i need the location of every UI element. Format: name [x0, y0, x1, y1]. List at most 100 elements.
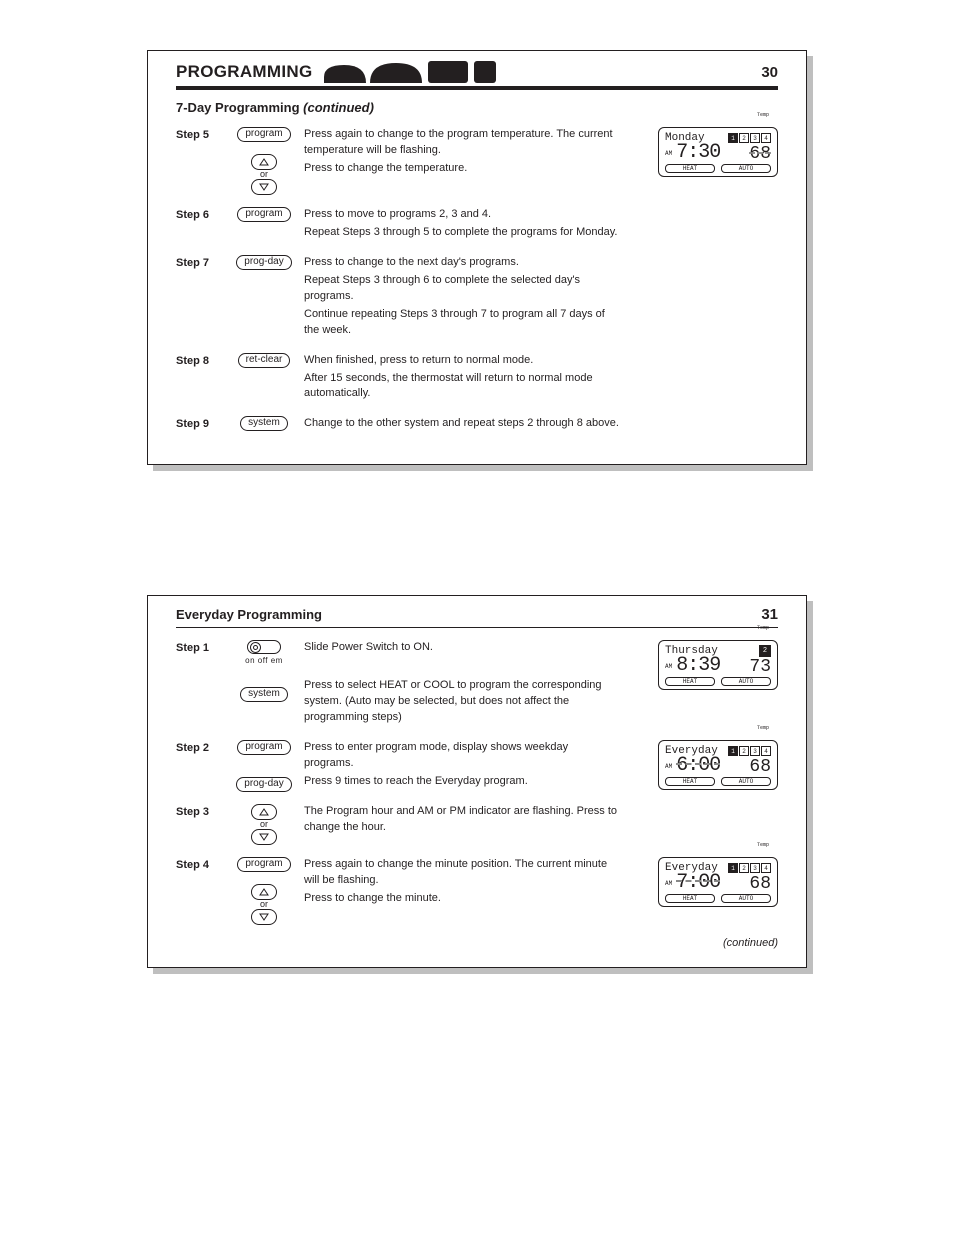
header-underline	[176, 86, 778, 90]
step-label: Step 2	[176, 740, 224, 754]
temp-label: Temp	[757, 625, 769, 631]
program-button[interactable]: program	[237, 207, 290, 222]
up-arrow-button[interactable]	[251, 804, 277, 820]
step-description: Press again to change to the program tem…	[304, 127, 628, 179]
continued-label: (continued)	[303, 100, 374, 115]
up-arrow-button[interactable]	[251, 154, 277, 170]
ret-clear-button[interactable]: ret-clear	[238, 353, 291, 368]
step-description: Press again to change the minute positio…	[304, 857, 628, 909]
program-indicator: 1234	[728, 746, 771, 756]
lcd-system: HEAT	[665, 777, 715, 786]
step-label: Step 4	[176, 857, 224, 871]
down-arrow-button[interactable]	[251, 909, 277, 925]
lcd-fan: AUTO	[721, 777, 771, 786]
step-description: Press to enter program mode, display sho…	[304, 740, 628, 792]
step-label: Step 8	[176, 353, 224, 367]
thermostat-display: Everyday 1234 Temp AM 6:00 68 HEAT AUTO	[658, 740, 778, 790]
subsection-title: 7-Day Programming (continued)	[176, 100, 778, 115]
card-header: PROGRAMMING 30	[176, 61, 778, 83]
steps-list: Step 5 program or Press again to change …	[176, 127, 778, 434]
or-text: or	[260, 900, 268, 909]
lcd-ampm: AM	[665, 880, 672, 887]
thermostat-display: Everyday 1234 Temp AM 7:00 68 HEAT AUTO	[658, 857, 778, 907]
lcd-temp: 68	[749, 146, 771, 162]
step-label: Step 9	[176, 416, 224, 430]
program-indicator: 1234	[728, 133, 771, 143]
lcd-time: 6:00	[676, 757, 720, 775]
program-button[interactable]: program	[237, 857, 290, 872]
step-row: Step 4 program or Press again to change …	[176, 857, 778, 925]
step-label: Step 5	[176, 127, 224, 141]
prog-day-button[interactable]: prog-day	[236, 777, 291, 792]
step-description: Press to move to programs 2, 3 and 4.Rep…	[304, 207, 628, 243]
down-arrow-button[interactable]	[251, 829, 277, 845]
step-description: Press to change to the next day's progra…	[304, 255, 628, 341]
lcd-system: HEAT	[665, 164, 715, 173]
header-underline	[176, 627, 778, 628]
lcd-fan: AUTO	[721, 164, 771, 173]
card: Everyday Programming 31 Step 1 on off em…	[147, 595, 807, 968]
step-description: The Program hour and AM or PM indicator …	[304, 804, 628, 838]
program-button[interactable]: program	[237, 127, 290, 142]
manual-card-31: Everyday Programming 31 Step 1 on off em…	[147, 595, 807, 968]
lcd-ampm: AM	[665, 663, 672, 670]
step-row: Step 2 program prog-day Press to enter pr…	[176, 740, 778, 792]
card: PROGRAMMING 30 7-Day Programming (contin…	[147, 50, 807, 465]
lcd-ampm: AM	[665, 763, 672, 770]
lcd-temp: 68	[749, 876, 771, 892]
program-indicator: 2	[759, 645, 771, 657]
temp-label: Temp	[757, 112, 769, 118]
power-switch-labels: on off em	[245, 656, 283, 665]
step-row: Step 1 on off em system Slide Power Swit…	[176, 640, 778, 728]
continued-footer: (continued)	[176, 937, 778, 949]
lcd-fan: AUTO	[721, 677, 771, 686]
lcd-fan: AUTO	[721, 894, 771, 903]
step-row: Step 9 system Change to the other system…	[176, 416, 778, 434]
power-switch[interactable]: on off em	[245, 640, 283, 665]
temp-label: Temp	[757, 842, 769, 848]
lcd-system: HEAT	[665, 894, 715, 903]
or-text: or	[260, 170, 268, 179]
lcd-time: 7:00	[676, 874, 720, 892]
lcd-time: 7:30	[676, 144, 720, 162]
step-label: Step 3	[176, 804, 224, 818]
arrow-buttons: or	[251, 884, 277, 925]
arrow-buttons: or	[251, 804, 277, 845]
card-header: Everyday Programming 31	[176, 606, 778, 623]
thermostat-display: Thursday 2 Temp AM 8:39 73 HEAT AUTO	[658, 640, 778, 690]
step-label: Step 6	[176, 207, 224, 221]
prog-day-button[interactable]: prog-day	[236, 255, 291, 270]
step-label: Step 7	[176, 255, 224, 269]
program-button[interactable]: program	[237, 740, 290, 755]
step-row: Step 7 prog-day Press to change to the n…	[176, 255, 778, 341]
up-arrow-button[interactable]	[251, 884, 277, 900]
lcd-system: HEAT	[665, 677, 715, 686]
or-text: or	[260, 820, 268, 829]
step-description: Change to the other system and repeat st…	[304, 416, 628, 434]
page-number: 30	[761, 64, 778, 81]
thermostat-display: Monday 1234 Temp AM 7:30 68 HEAT AUTO	[658, 127, 778, 177]
manual-card-30: PROGRAMMING 30 7-Day Programming (contin…	[147, 50, 807, 465]
step-description: Slide Power Switch to ON.Press to select…	[304, 640, 628, 728]
steps-list: Step 1 on off em system Slide Power Swit…	[176, 640, 778, 925]
system-button[interactable]: system	[240, 416, 288, 431]
arrow-buttons: or	[251, 154, 277, 195]
step-label: Step 1	[176, 640, 224, 654]
system-button[interactable]: system	[240, 687, 288, 702]
step-row: Step 5 program or Press again to change …	[176, 127, 778, 195]
page-number: 31	[761, 606, 778, 623]
step-row: Step 3 or The Program hour and AM or PM …	[176, 804, 778, 845]
section-heading: PROGRAMMING	[176, 62, 312, 82]
step-row: Step 8 ret-clear When finished, press to…	[176, 353, 778, 405]
step-description: When finished, press to return to normal…	[304, 353, 628, 405]
lcd-temp: 73	[749, 659, 771, 675]
lcd-temp: 68	[749, 759, 771, 775]
subsection-title: Everyday Programming	[176, 607, 322, 622]
temp-label: Temp	[757, 725, 769, 731]
lcd-ampm: AM	[665, 150, 672, 157]
lcd-time: 8:39	[676, 657, 720, 675]
step-row: Step 6 program Press to move to programs…	[176, 207, 778, 243]
down-arrow-button[interactable]	[251, 179, 277, 195]
program-indicator: 1234	[728, 863, 771, 873]
decorative-blobs	[324, 61, 534, 83]
